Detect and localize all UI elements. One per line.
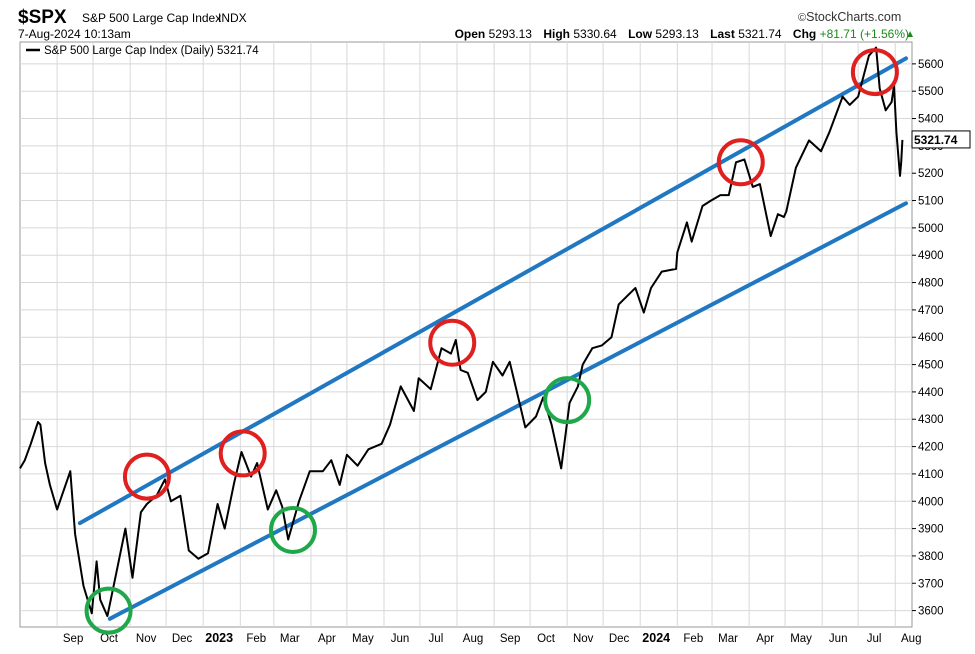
y-tick-label: 4600 <box>918 332 944 344</box>
y-tick-label: 3600 <box>918 606 944 618</box>
x-tick-label: Sep <box>500 633 520 645</box>
channel-line <box>107 201 909 621</box>
ohlc-readout: Open 5293.13 High 5330.64 Low 5293.13 La… <box>455 27 909 41</box>
y-tick-label: 3800 <box>918 551 944 563</box>
ticker-symbol: $SPX <box>18 7 67 28</box>
last-value-marker: 5321.74 <box>911 130 971 149</box>
y-tick-label: 5500 <box>918 86 944 98</box>
y-tick-label: 3900 <box>918 524 944 536</box>
x-tick-label: Jul <box>867 633 882 645</box>
x-tick-label: Jun <box>829 633 848 645</box>
y-tick-label: 3700 <box>918 578 944 590</box>
open-value: 5293.13 <box>488 27 532 41</box>
channel-line <box>77 56 909 526</box>
y-tick-label: 5200 <box>918 168 944 180</box>
channel-lines <box>77 56 909 621</box>
copyright-icon: © <box>798 12 807 24</box>
y-tick-label: 5600 <box>918 59 944 71</box>
resistance-circle <box>428 318 477 367</box>
price-line <box>19 46 904 618</box>
last-value-box <box>911 130 971 149</box>
y-tick-label: 4400 <box>918 387 944 399</box>
index-name: S&P 500 Large Cap Index <box>82 11 222 25</box>
y-tick-label: 4500 <box>918 360 944 372</box>
x-tick-label: Apr <box>756 633 774 645</box>
high-value: 5330.64 <box>573 27 617 41</box>
x-tick-label: Jun <box>391 633 410 645</box>
x-tick-label: 2023 <box>205 631 233 645</box>
x-tick-label: May <box>790 633 812 645</box>
x-tick-label: Oct <box>537 633 556 645</box>
legend-label: S&P 500 Large Cap Index (Daily) 5321.74 <box>44 45 259 57</box>
x-tick-label: Feb <box>246 633 266 645</box>
x-tick-label: Mar <box>280 633 300 645</box>
touch-circles <box>84 48 899 635</box>
y-tick-label: 5000 <box>918 223 944 235</box>
x-tick-label: Aug <box>463 633 483 645</box>
y-tick-label: 4800 <box>918 278 944 290</box>
y-tick-label: 4300 <box>918 414 944 426</box>
x-tick-label: Feb <box>683 633 703 645</box>
open-label: Open <box>454 27 486 41</box>
low-label: Low <box>628 27 653 41</box>
x-tick-label: Nov <box>136 633 157 645</box>
x-tick-label: Aug <box>901 633 921 645</box>
last-value-label: 5321.74 <box>914 133 958 147</box>
x-tick-label: 2024 <box>642 631 670 645</box>
x-tick-label: Dec <box>609 633 630 645</box>
low-value: 5293.13 <box>655 27 699 41</box>
plot-frame <box>19 41 913 628</box>
x-tick-label: Jul <box>429 633 444 645</box>
legend: S&P 500 Large Cap Index (Daily) 5321.74 <box>26 45 259 57</box>
exchange-label: INDX <box>218 11 247 25</box>
grid-lines <box>20 42 912 627</box>
y-tick-label: 5400 <box>918 114 944 126</box>
brand-label: ©StockCharts.com <box>798 10 901 24</box>
x-axis: Sep Oct Nov Dec 2023 Feb Mar Apr May Jun Jul Aug Sep… <box>63 631 922 645</box>
x-tick-label: Dec <box>172 633 193 645</box>
x-tick-label: Nov <box>573 633 594 645</box>
y-tick-label: 4900 <box>918 250 944 262</box>
last-label: Last <box>710 27 735 41</box>
x-tick-label: Sep <box>63 633 83 645</box>
x-tick-label: Mar <box>718 633 738 645</box>
high-label: High <box>543 27 570 41</box>
timestamp: 7-Aug-2024 10:13am <box>18 27 131 41</box>
resistance-circle <box>122 452 171 501</box>
y-tick-label: 5100 <box>918 196 944 208</box>
y-tick-label: 4000 <box>918 496 944 508</box>
brand-text: StockCharts.com <box>806 10 902 24</box>
x-tick-label: May <box>352 633 374 645</box>
x-tick-label: Oct <box>100 633 119 645</box>
y-tick-label: 4700 <box>918 305 944 317</box>
resistance-circle <box>218 429 267 478</box>
support-circle <box>84 586 133 635</box>
y-tick-label: 4200 <box>918 442 944 454</box>
support-circle <box>543 376 592 425</box>
last-value: 5321.74 <box>738 27 782 41</box>
resistance-circle <box>716 138 765 187</box>
chg-value: +81.71 (+1.56%) <box>819 27 909 41</box>
resistance-circle <box>850 48 899 97</box>
x-tick-label: Apr <box>318 633 336 645</box>
support-circle <box>268 505 317 554</box>
up-arrow-icon: ▲ <box>905 29 915 40</box>
y-tick-label: 4100 <box>918 469 944 481</box>
chg-label: Chg <box>792 27 817 41</box>
